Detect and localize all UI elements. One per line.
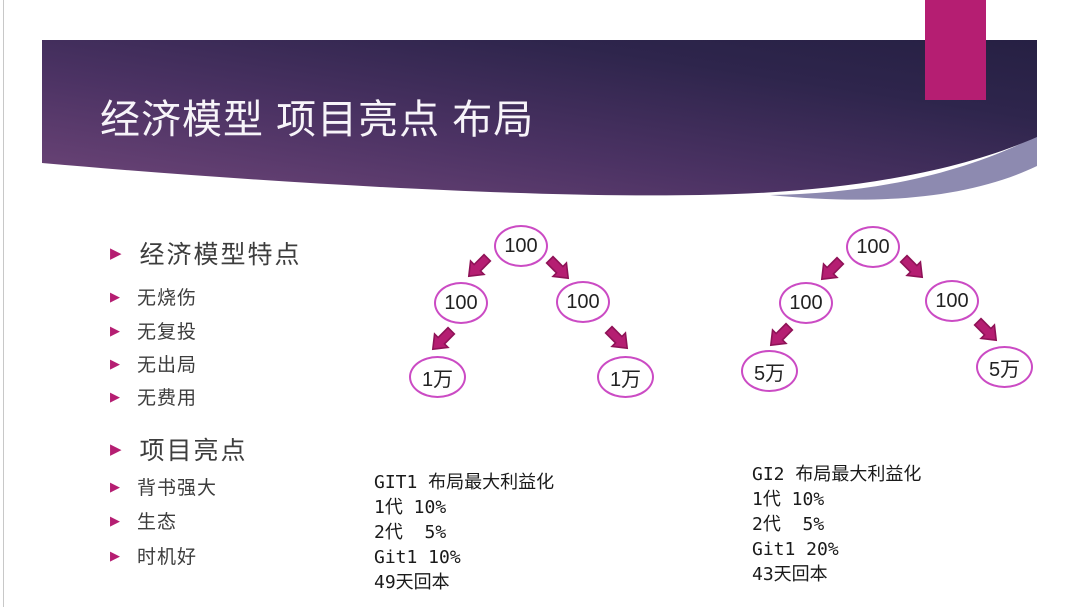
tree-node-leaf-left: 5万 [741,350,798,392]
triangle-bullet-icon: ▶ [110,322,120,338]
title-banner-shape [42,40,1037,200]
outline-heading-economic-model: ▶ 经济模型特点 [110,237,302,269]
tree-node-leaf-right: 1万 [597,356,654,398]
triangle-bullet-icon: ▶ [110,355,120,371]
caption-line: 1代 10% [374,497,447,518]
node-value: 100 [504,234,538,257]
banner-main-shape [42,40,1037,196]
caption-line: 2代 5% [752,514,825,535]
outline-heading-label: 经济模型特点 [139,241,302,269]
caption-block-git1: GIT1 布局最大利益化 1代 10% 2代 5% Git1 10% 49天回本 [374,470,554,595]
slide-left-edge-line [3,0,4,607]
triangle-bullet-icon: ▶ [110,388,120,404]
tree-node-child-left: 100 [779,282,833,324]
caption-line: Git1 10% [374,547,461,568]
node-value: 1万 [421,368,454,391]
outline-item: ▶ 无复投 [110,317,197,343]
accent-bar [925,0,986,100]
caption-line: GI2 布局最大利益化 [752,464,922,485]
outline-item: ▶ 时机好 [110,542,197,568]
banner-under-band [770,136,1037,200]
caption-line: 49天回本 [374,572,450,593]
caption-line: Git1 20% [752,539,839,560]
triangle-bullet-icon: ▶ [110,288,120,304]
triangle-bullet-icon: ▶ [110,478,120,494]
outline-item: ▶ 背书强大 [110,473,217,499]
caption-line: GIT1 布局最大利益化 [374,472,555,493]
outline-item-label: 无费用 [137,387,198,409]
node-value: 100 [789,291,823,314]
page-title: 经济模型 项目亮点 布局 [100,98,535,142]
outline-item-label: 无复投 [137,321,198,343]
down-left-arrow-icon [769,322,794,347]
outline-item-label: 无出局 [137,354,198,376]
node-value: 1万 [609,368,642,391]
node-value: 5万 [988,358,1021,381]
tree-node-leaf-left: 1万 [409,356,466,398]
node-value: 100 [444,291,478,314]
tree-node-child-right: 100 [556,281,610,323]
caption-line: 2代 5% [374,522,447,543]
outline-item-label: 生态 [137,511,178,533]
node-value: 100 [935,289,969,312]
outline-item-label: 背书强大 [137,477,218,499]
tree-node-root: 100 [846,226,900,268]
outline-item: ▶ 无费用 [110,383,197,409]
tree-node-child-right: 100 [925,280,979,322]
node-value: 100 [566,290,600,313]
down-left-arrow-icon [467,253,492,278]
caption-line: 1代 10% [752,489,825,510]
outline-item-label: 无烧伤 [137,287,198,309]
tree-node-root: 100 [494,225,548,267]
tree-node-leaf-right: 5万 [976,346,1033,388]
node-value: 5万 [753,362,786,385]
triangle-bullet-icon: ▶ [110,512,120,528]
outline-item: ▶ 生态 [110,507,177,533]
triangle-bullet-icon: ▶ [110,547,120,563]
down-left-arrow-icon [820,256,845,281]
outline-item-label: 时机好 [137,546,198,568]
down-right-arrow-icon [545,255,570,280]
outline-heading-project-highlights: ▶ 项目亮点 [110,433,248,465]
caption-line: 43天回本 [752,564,828,585]
caption-block-gi2: GI2 布局最大利益化 1代 10% 2代 5% Git1 20% 43天回本 [752,462,921,587]
triangle-bullet-icon: ▶ [110,440,122,458]
outline-item: ▶ 无出局 [110,350,197,376]
triangle-bullet-icon: ▶ [110,244,122,262]
down-right-arrow-icon [899,254,924,279]
down-right-arrow-icon [973,317,998,342]
outline-heading-label: 项目亮点 [139,437,248,465]
down-left-arrow-icon [431,326,456,351]
node-value: 100 [856,235,890,258]
outline-item: ▶ 无烧伤 [110,283,197,309]
down-right-arrow-icon [604,325,629,350]
tree-node-child-left: 100 [434,282,488,324]
